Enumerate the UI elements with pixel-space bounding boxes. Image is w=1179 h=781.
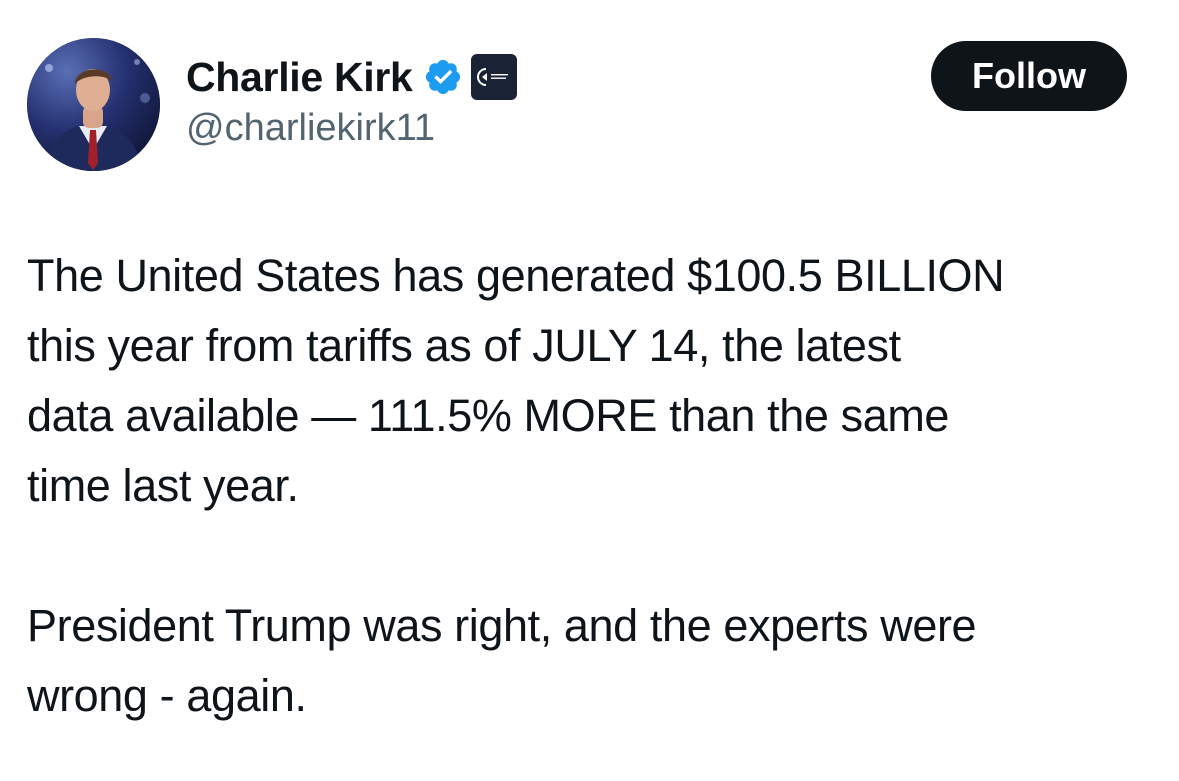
follow-button[interactable]: Follow <box>931 41 1127 111</box>
author-handle[interactable]: @charliekirk11 <box>186 107 436 149</box>
author-name-row: Charlie Kirk <box>186 52 517 102</box>
verified-badge-icon[interactable] <box>423 57 463 97</box>
tweet-text: The United States has generated $100.5 B… <box>27 241 1167 731</box>
tweet-paragraph: President Trump was right, and the exper… <box>27 600 977 721</box>
author-display-name[interactable]: Charlie Kirk <box>186 53 413 100</box>
tweet-paragraph: The United States has generated $100.5 B… <box>27 250 1005 511</box>
avatar[interactable] <box>27 38 160 171</box>
avatar-portrait-icon <box>27 38 160 171</box>
affiliate-badge-icon[interactable] <box>470 54 517 100</box>
